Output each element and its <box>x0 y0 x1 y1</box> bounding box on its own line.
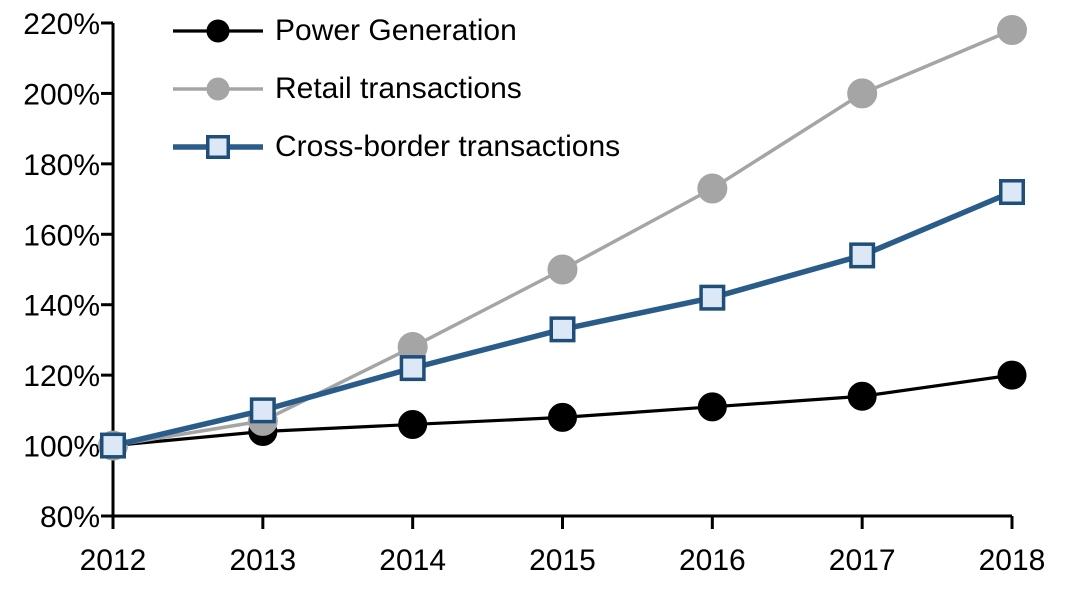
series-cross-border-transactions <box>100 179 1025 459</box>
data-point-marker <box>999 179 1025 206</box>
x-axis-tick-label: 2015 <box>529 544 596 577</box>
y-axis-tick-label: 80% <box>40 501 100 534</box>
data-point-marker <box>849 242 876 269</box>
x-axis-tick-label: 2016 <box>679 544 746 577</box>
legend-sample-power-generation-icon <box>173 19 263 43</box>
legend-sample-marker <box>206 77 230 101</box>
legend-label-power-generation: Power Generation <box>275 14 517 47</box>
data-point-marker <box>997 15 1027 46</box>
y-axis-tick-label: 220% <box>23 8 100 41</box>
legend-sample-marker <box>206 19 230 43</box>
y-axis-tick-label: 140% <box>23 290 100 323</box>
legend: Power Generation Retail transactions Cro… <box>172 9 620 183</box>
x-axis-tick-label: 2012 <box>80 544 147 577</box>
series-power-generation <box>98 360 1027 461</box>
data-point-marker <box>548 402 577 432</box>
data-point-marker <box>697 173 728 204</box>
data-point-marker <box>697 392 727 422</box>
data-point-marker <box>549 316 576 343</box>
x-axis-tick-label: 2018 <box>979 544 1046 577</box>
legend-label-retail-transactions: Retail transactions <box>275 72 522 105</box>
data-point-marker <box>547 254 578 285</box>
legend-sample-marker <box>206 135 230 159</box>
data-point-marker <box>398 409 428 439</box>
y-axis-tick-label: 200% <box>23 78 100 111</box>
y-axis-tick-label: 160% <box>23 219 100 252</box>
data-point-marker <box>100 432 126 459</box>
legend-sample-retail-transactions-icon <box>173 77 263 101</box>
data-point-marker <box>847 381 877 411</box>
x-axis-tick-label: 2013 <box>229 544 296 577</box>
data-point-marker <box>997 360 1027 390</box>
legend-item-retail-transactions: Retail transactions <box>172 67 620 111</box>
legend-sample-cross-border-transactions-icon <box>173 135 263 159</box>
data-point-marker <box>249 397 276 424</box>
legend-label-cross-border-transactions: Cross-border transactions <box>275 130 621 163</box>
data-point-marker <box>399 355 426 382</box>
data-point-marker <box>699 284 726 311</box>
x-axis-tick-label: 2017 <box>829 544 896 577</box>
legend-item-cross-border-transactions: Cross-border transactions <box>172 125 620 169</box>
x-axis-tick-label: 2014 <box>379 544 446 577</box>
data-point-marker <box>847 78 878 109</box>
legend-item-power-generation: Power Generation <box>172 9 620 53</box>
y-axis-tick-label: 180% <box>23 149 100 182</box>
y-axis-tick-label: 100% <box>23 431 100 464</box>
y-axis-tick-label: 120% <box>23 360 100 393</box>
